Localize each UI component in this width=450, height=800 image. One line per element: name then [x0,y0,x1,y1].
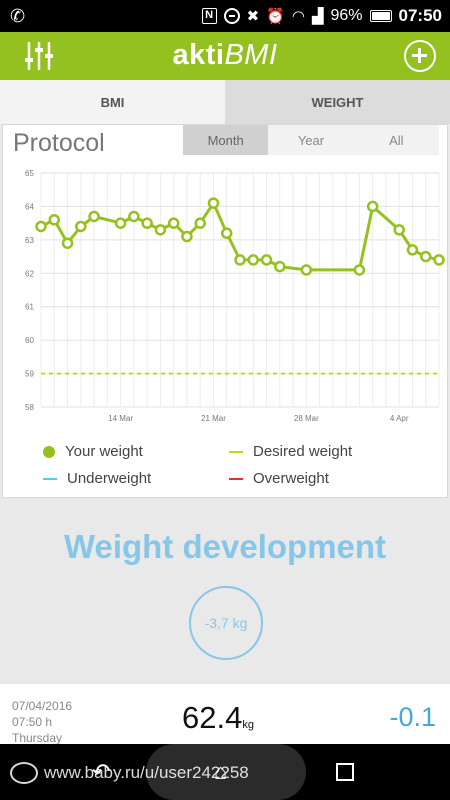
x-tick-label: 14 Mar [108,414,133,423]
x-tick-label: 28 Mar [294,414,319,423]
recent-apps-icon[interactable] [336,763,354,781]
y-tick-label: 61 [25,303,34,312]
app-bar: aktiBMI [0,32,450,80]
y-tick-label: 58 [25,403,34,412]
weight-data-point [274,260,286,273]
legend-your-weight: Your weight [43,443,143,460]
mute-icon: ✖ [246,7,260,25]
weight-data-point [419,250,432,263]
y-tick-label: 65 [25,169,34,178]
legend-overweight: Overweight [229,470,329,487]
entry-difference: -0.1 [389,702,436,732]
legend-line-icon [229,477,243,480]
legend-desired-weight: Desired weight [229,443,352,460]
dnd-icon [223,8,240,24]
y-tick-label: 64 [25,202,34,211]
wifi-icon: ◠ [291,7,305,25]
tab-weight[interactable]: WEIGHT [225,80,450,124]
battery-icon [369,10,392,22]
chart-legend: Your weight Desired weight Underweight O… [3,439,449,495]
clock: 07:50 [398,6,442,25]
weight-data-point [154,224,167,236]
status-bar: ✆ N ✖ ⏰ ◠ ▟ 96% 07:50 [0,0,450,32]
period-selector: Month Year All [183,125,439,155]
watermark: www.baby.ru/u/user242258 [10,762,249,784]
alarm-icon: ⏰ [266,7,285,25]
y-tick-label: 63 [25,236,34,245]
protocol-card: Protocol Month Year All 65 64 63 62 61 60 59 58… [2,124,448,498]
period-all[interactable]: All [389,132,404,148]
weight-data-point [393,224,405,236]
weight-data-point [260,254,273,266]
protocol-title: Protocol [13,129,105,157]
watermark-logo-icon [10,762,38,784]
entry-weight: 62.4kg [182,700,254,735]
phone-icon: ✆ [10,6,26,26]
entry-datetime: 07/04/2016 07:50 h Thursday [12,699,73,744]
y-tick-label: 59 [25,370,34,379]
weight-data-point [353,264,366,276]
weight-data-point [141,217,153,229]
legend-underweight: Underweight [43,470,151,487]
weight-data-point [48,214,61,226]
legend-line-icon [43,477,57,480]
x-tick-label: 4 Apr [390,414,409,423]
x-tick-label: 21 Mar [201,414,226,423]
weight-data-point [234,254,246,266]
weight-data-point [88,210,100,223]
navigation-bar: ↶ ⌂ [0,744,450,800]
weight-data-point [220,227,233,239]
signal-icon: ▟ [311,7,324,25]
sliders-icon[interactable] [24,40,54,72]
y-tick-label: 62 [25,269,34,278]
weight-change-circle: -3,7 kg [189,586,263,660]
battery-percent: 96% [330,7,363,24]
add-circle-icon[interactable] [404,40,436,72]
main-tabs: BMI WEIGHT [0,80,450,124]
weight-data-point [35,220,47,233]
tab-bmi[interactable]: BMI [0,80,225,124]
weight-data-point [433,254,445,266]
weight-data-point [181,230,193,243]
nfc-icon: N [201,8,217,24]
app-title: aktiBMI [172,39,278,71]
weight-data-point [207,197,220,209]
weight-data-point [247,254,260,266]
legend-line-icon [229,450,243,453]
y-tick-label: 60 [25,336,34,345]
weight-data-point [167,217,180,229]
weight-data-point [300,264,313,276]
period-month[interactable]: Month [183,125,269,155]
weight-data-point [194,217,206,229]
weight-data-point [61,237,74,249]
home-pill [146,744,306,800]
back-icon[interactable]: ↶ [92,759,111,784]
weight-data-point [114,217,127,229]
period-year[interactable]: Year [297,132,325,148]
home-icon[interactable]: ⌂ [214,759,228,784]
weight-data-point [128,210,140,223]
status-icons: N ✖ ⏰ ◠ ▟ 96% 07:50 [201,0,442,32]
weight-data-point [406,244,419,256]
weight-development-title: Weight development [63,528,387,565]
weight-data-point [366,200,379,213]
legend-dot-icon [43,445,55,458]
weight-chart: 65 64 63 62 61 60 59 58 14 Mar 21 Mar 28 Mar 4 Apr [25,169,445,423]
weight-entry-row[interactable]: 07/04/2016 07:50 h Thursday 62.4kg -0.1 [0,684,450,744]
weight-data-point [75,220,87,233]
